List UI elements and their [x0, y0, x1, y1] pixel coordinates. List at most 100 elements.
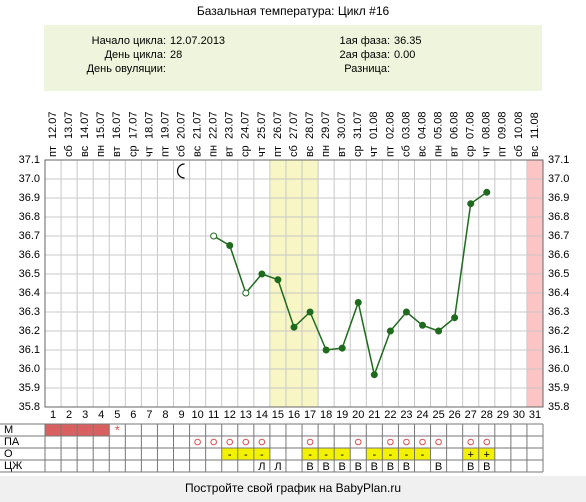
y-tick-label: 36.7 — [19, 230, 40, 242]
cell-text: - — [340, 449, 344, 461]
date: 03.08 — [400, 111, 412, 139]
cell-text: - — [324, 449, 328, 461]
x-tick-label: 25 — [432, 409, 444, 421]
date: 24.07 — [240, 111, 252, 139]
weekday: сб — [175, 145, 187, 157]
info-box — [44, 25, 542, 91]
cell-text: В — [467, 461, 474, 473]
x-tick-label: 12 — [224, 409, 236, 421]
x-tick-label: 8 — [162, 409, 168, 421]
moon — [176, 163, 185, 179]
date: 02.08 — [384, 111, 396, 139]
weekday: вт — [111, 146, 123, 157]
date: 22.07 — [208, 111, 220, 139]
test-cell — [318, 448, 335, 460]
point — [435, 327, 443, 335]
cell-text: - — [228, 449, 232, 461]
point — [242, 289, 250, 297]
cell-text: - — [421, 449, 425, 461]
x-tick-label: 16 — [288, 409, 300, 421]
cell-text: + — [484, 449, 490, 461]
weekday: пн — [320, 145, 332, 157]
intercourse-mark — [467, 438, 475, 446]
cell-text: В — [483, 461, 490, 473]
intercourse-mark — [419, 438, 426, 446]
point — [290, 323, 298, 331]
y-tick-label: 36.6 — [19, 249, 40, 261]
date: 05.08 — [432, 111, 444, 139]
intercourse-mark — [435, 438, 442, 446]
y2-tick-label: 36.0 — [548, 363, 569, 375]
info-value: 12.07.2013 — [170, 35, 225, 47]
intercourse-mark — [258, 438, 266, 446]
info-value: 0.00 — [394, 49, 415, 61]
point — [322, 346, 330, 354]
fertile-band — [269, 160, 319, 407]
x-tick-label: 19 — [336, 409, 348, 421]
date: 17.07 — [127, 111, 139, 139]
x-tick-label: 14 — [256, 409, 268, 421]
x-tick-label: 23 — [400, 409, 412, 421]
point — [338, 344, 346, 352]
x-tick-label: 17 — [304, 409, 316, 421]
weekday: ср — [127, 145, 139, 157]
point — [483, 188, 491, 196]
weekday: пн — [208, 145, 220, 157]
x-tick-label: 6 — [130, 409, 136, 421]
weekday: вс — [304, 145, 316, 157]
cell-text: - — [308, 449, 312, 461]
weekday: чт — [143, 146, 155, 157]
x-tick-label: 28 — [481, 409, 493, 421]
x-tick-label: 29 — [497, 409, 509, 421]
intercourse-mark — [483, 438, 491, 446]
intercourse-mark — [306, 438, 314, 446]
x-tick-label: 3 — [82, 409, 88, 421]
row-label: О — [4, 448, 13, 460]
weekday: пт — [497, 146, 509, 157]
cell-text: - — [260, 449, 264, 461]
y-tick-label: 36.0 — [19, 363, 40, 375]
plot-border — [44, 159, 544, 408]
weekday: сб — [63, 145, 75, 157]
y-tick-label: 35.9 — [19, 382, 40, 394]
cell-text: + — [467, 449, 473, 461]
weekday: пн — [432, 145, 444, 157]
y2-tick-label: 35.8 — [548, 401, 569, 413]
date: 12.07 — [47, 111, 59, 139]
y2-tick-label: 35.9 — [548, 382, 569, 394]
y-tick-label: 36.2 — [19, 325, 40, 337]
intercourse-mark — [242, 438, 250, 446]
cell-text: - — [389, 449, 393, 461]
point — [258, 270, 266, 278]
date: 19.07 — [159, 111, 171, 139]
weekday: сб — [288, 145, 300, 157]
weekday: вт — [449, 146, 461, 157]
weekday: чт — [368, 146, 380, 157]
weekday: пн — [95, 145, 107, 157]
y2-tick-label: 36.9 — [548, 192, 569, 204]
info-value: 28 — [170, 49, 182, 61]
y2-tick-label: 36.4 — [548, 287, 569, 299]
x-tick-label: 15 — [272, 409, 284, 421]
weekday: вс — [416, 145, 428, 157]
row-label: ЦЖ — [4, 460, 22, 472]
date: 18.07 — [143, 111, 155, 139]
weekday: ср — [240, 145, 252, 157]
test-cell — [478, 448, 495, 460]
intercourse-mark — [226, 438, 234, 446]
x-tick-label: 21 — [368, 409, 380, 421]
cell-text: - — [244, 449, 248, 461]
point — [402, 308, 410, 316]
intercourse-mark — [354, 438, 362, 446]
weekday: чт — [256, 146, 268, 157]
date: 13.07 — [63, 111, 75, 139]
cell-text: * — [115, 422, 120, 437]
menses-cell — [77, 424, 94, 436]
x-tick-label: 9 — [178, 409, 184, 421]
cell-text: В — [435, 461, 442, 473]
date: 21.07 — [192, 111, 204, 139]
cell-text: - — [405, 449, 409, 461]
cell-text: Л — [258, 461, 265, 473]
intercourse-mark — [210, 438, 217, 446]
info-label: Начало цикла: — [92, 35, 166, 47]
